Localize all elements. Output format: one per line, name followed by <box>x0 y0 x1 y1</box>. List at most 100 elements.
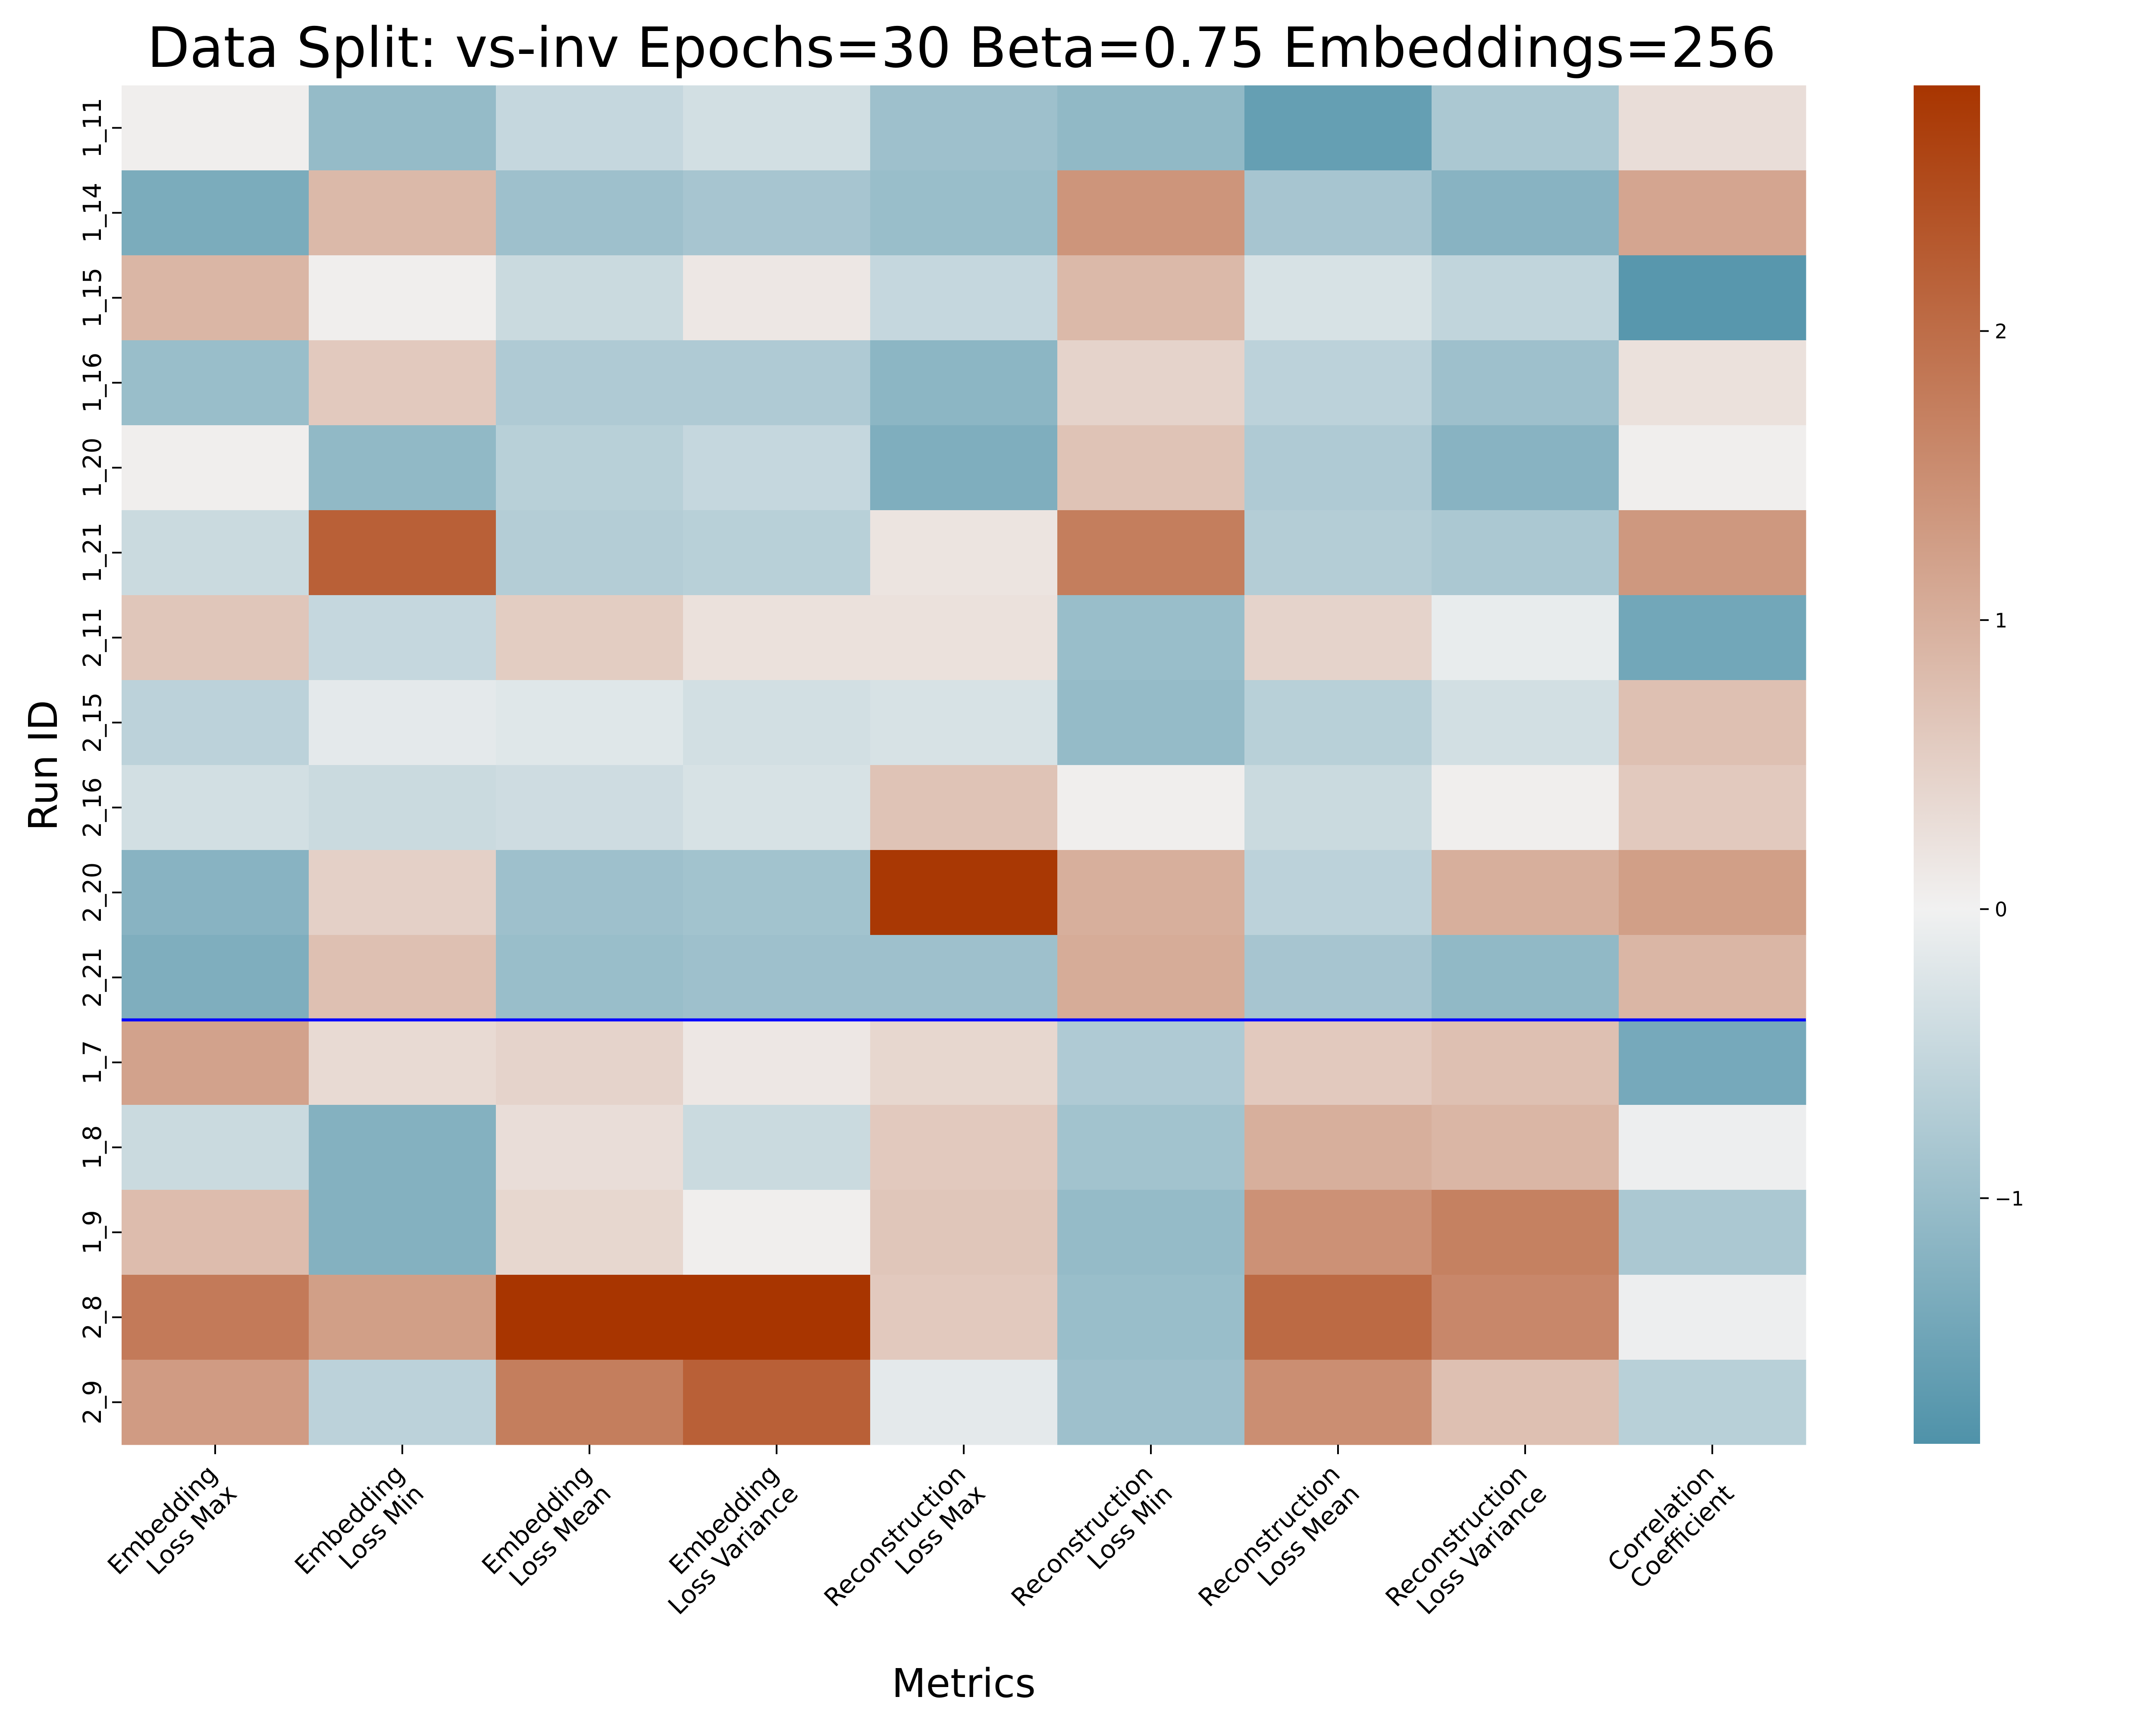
heatmap-cell <box>496 170 683 256</box>
heatmap-cell <box>309 510 496 596</box>
heatmap-cell <box>870 1275 1058 1360</box>
y-tick-label: 2_8 <box>78 1295 107 1339</box>
x-axis-title: Metrics <box>892 1660 1036 1706</box>
heatmap-cell <box>870 340 1058 426</box>
heatmap-cell <box>1432 1275 1619 1360</box>
heatmap-cell <box>870 1020 1058 1105</box>
heatmap-cell <box>1057 425 1245 511</box>
heatmap-cell <box>1244 935 1432 1020</box>
heatmap-cell <box>122 510 309 596</box>
heatmap-cell <box>1432 85 1619 171</box>
heatmap-cell <box>122 170 309 256</box>
y-tick-label: 1_20 <box>78 438 107 498</box>
x-tick-label: ReconstructionLoss Variance <box>1380 1459 1552 1632</box>
heatmap-cell <box>1057 340 1245 426</box>
heatmap-cell <box>1619 340 1806 426</box>
y-tick-label: 1_14 <box>78 183 107 243</box>
x-tick-label: ReconstructionLoss Max <box>818 1459 991 1632</box>
heatmap-cell <box>683 765 871 850</box>
heatmap-cell <box>1244 1020 1432 1105</box>
heatmap-cell <box>1057 1190 1245 1275</box>
heatmap-cell <box>309 765 496 850</box>
heatmap-cell <box>1432 680 1619 765</box>
heatmap-cell <box>1244 680 1432 765</box>
heatmap-cell <box>870 85 1058 171</box>
heatmap-cell <box>496 255 683 341</box>
heatmap-cell <box>1244 1275 1432 1360</box>
heatmap-cell <box>1619 170 1806 256</box>
heatmap-cell <box>1619 425 1806 511</box>
heatmap-cell <box>1057 1020 1245 1105</box>
heatmap-cell <box>1432 850 1619 935</box>
heatmap-cell <box>122 340 309 426</box>
heatmap-cell <box>1057 595 1245 681</box>
heatmap-cell <box>309 340 496 426</box>
heatmap-cell <box>1619 935 1806 1020</box>
colorbar <box>1914 85 1980 1444</box>
heatmap-cell <box>683 1360 871 1445</box>
heatmap-cell <box>1057 170 1245 256</box>
heatmap-cell <box>122 765 309 850</box>
y-tick-label: 2_16 <box>78 778 107 838</box>
heatmap-cell <box>1619 765 1806 850</box>
heatmap-cell <box>309 85 496 171</box>
heatmap-cell <box>496 1105 683 1190</box>
heatmap-cell <box>1057 935 1245 1020</box>
heatmap-cell <box>1432 595 1619 681</box>
heatmap-cell <box>122 255 309 341</box>
heatmap-cell <box>683 510 871 596</box>
heatmap-cell <box>1619 595 1806 681</box>
heatmap-cell <box>1432 1190 1619 1275</box>
heatmap-cell <box>683 595 871 681</box>
heatmap-cell <box>1244 340 1432 426</box>
heatmap-cell <box>309 595 496 681</box>
heatmap-cell <box>122 1105 309 1190</box>
y-tick-label: 1_15 <box>78 268 107 328</box>
x-tick-label: EmbeddingLoss Max <box>102 1459 242 1600</box>
heatmap-cell <box>309 170 496 256</box>
heatmap-cell <box>1244 170 1432 256</box>
heatmap-cell <box>496 1020 683 1105</box>
heatmap-cell <box>1244 255 1432 341</box>
x-tick-label: EmbeddingLoss Variance <box>643 1459 804 1620</box>
y-tick-label: 1_7 <box>78 1040 107 1085</box>
x-tick-label: ReconstructionLoss Mean <box>1193 1459 1365 1632</box>
heatmap-cell <box>1432 1105 1619 1190</box>
y-tick-label: 2_9 <box>78 1380 107 1424</box>
heatmap-cell <box>1619 680 1806 765</box>
heatmap-cell <box>1432 1020 1619 1105</box>
colorbar-ticks: −1 0 1 2 <box>1980 320 2024 1210</box>
heatmap-cell <box>683 425 871 511</box>
heatmap-cell <box>1057 850 1245 935</box>
heatmap-cell <box>496 935 683 1020</box>
heatmap-cell <box>683 170 871 256</box>
heatmap-cell <box>309 1360 496 1445</box>
heatmap-cell <box>122 680 309 765</box>
y-tick-label: 2_21 <box>78 947 107 1008</box>
heatmap-cell <box>870 170 1058 256</box>
heatmap-cell <box>1619 1275 1806 1360</box>
heatmap-cell <box>1619 850 1806 935</box>
y-axis-title: Run ID <box>20 700 66 831</box>
heatmap-cell <box>309 1105 496 1190</box>
heatmap-cell <box>309 425 496 511</box>
heatmap-cell <box>496 680 683 765</box>
y-tick-label: 1_21 <box>78 523 107 583</box>
heatmap-cell <box>870 765 1058 850</box>
heatmap-cell <box>1619 1105 1806 1190</box>
heatmap-cell <box>1432 425 1619 511</box>
x-tick-label: EmbeddingLoss Mean <box>476 1459 617 1600</box>
heatmap-cell <box>496 1190 683 1275</box>
heatmap-cell <box>1244 425 1432 511</box>
heatmap-cell <box>122 1275 309 1360</box>
heatmap-cell <box>122 595 309 681</box>
x-tick-label: ReconstructionLoss Min <box>1006 1459 1178 1632</box>
heatmap-cell <box>1619 510 1806 596</box>
heatmap-cell <box>1432 1360 1619 1445</box>
x-axis-ticks: EmbeddingLoss Max EmbeddingLoss Min Embedd… <box>102 1445 1739 1632</box>
heatmap-cell <box>309 255 496 341</box>
y-tick-label: 1_11 <box>78 98 107 158</box>
heatmap-cell <box>309 850 496 935</box>
heatmap-cell <box>1057 85 1245 171</box>
